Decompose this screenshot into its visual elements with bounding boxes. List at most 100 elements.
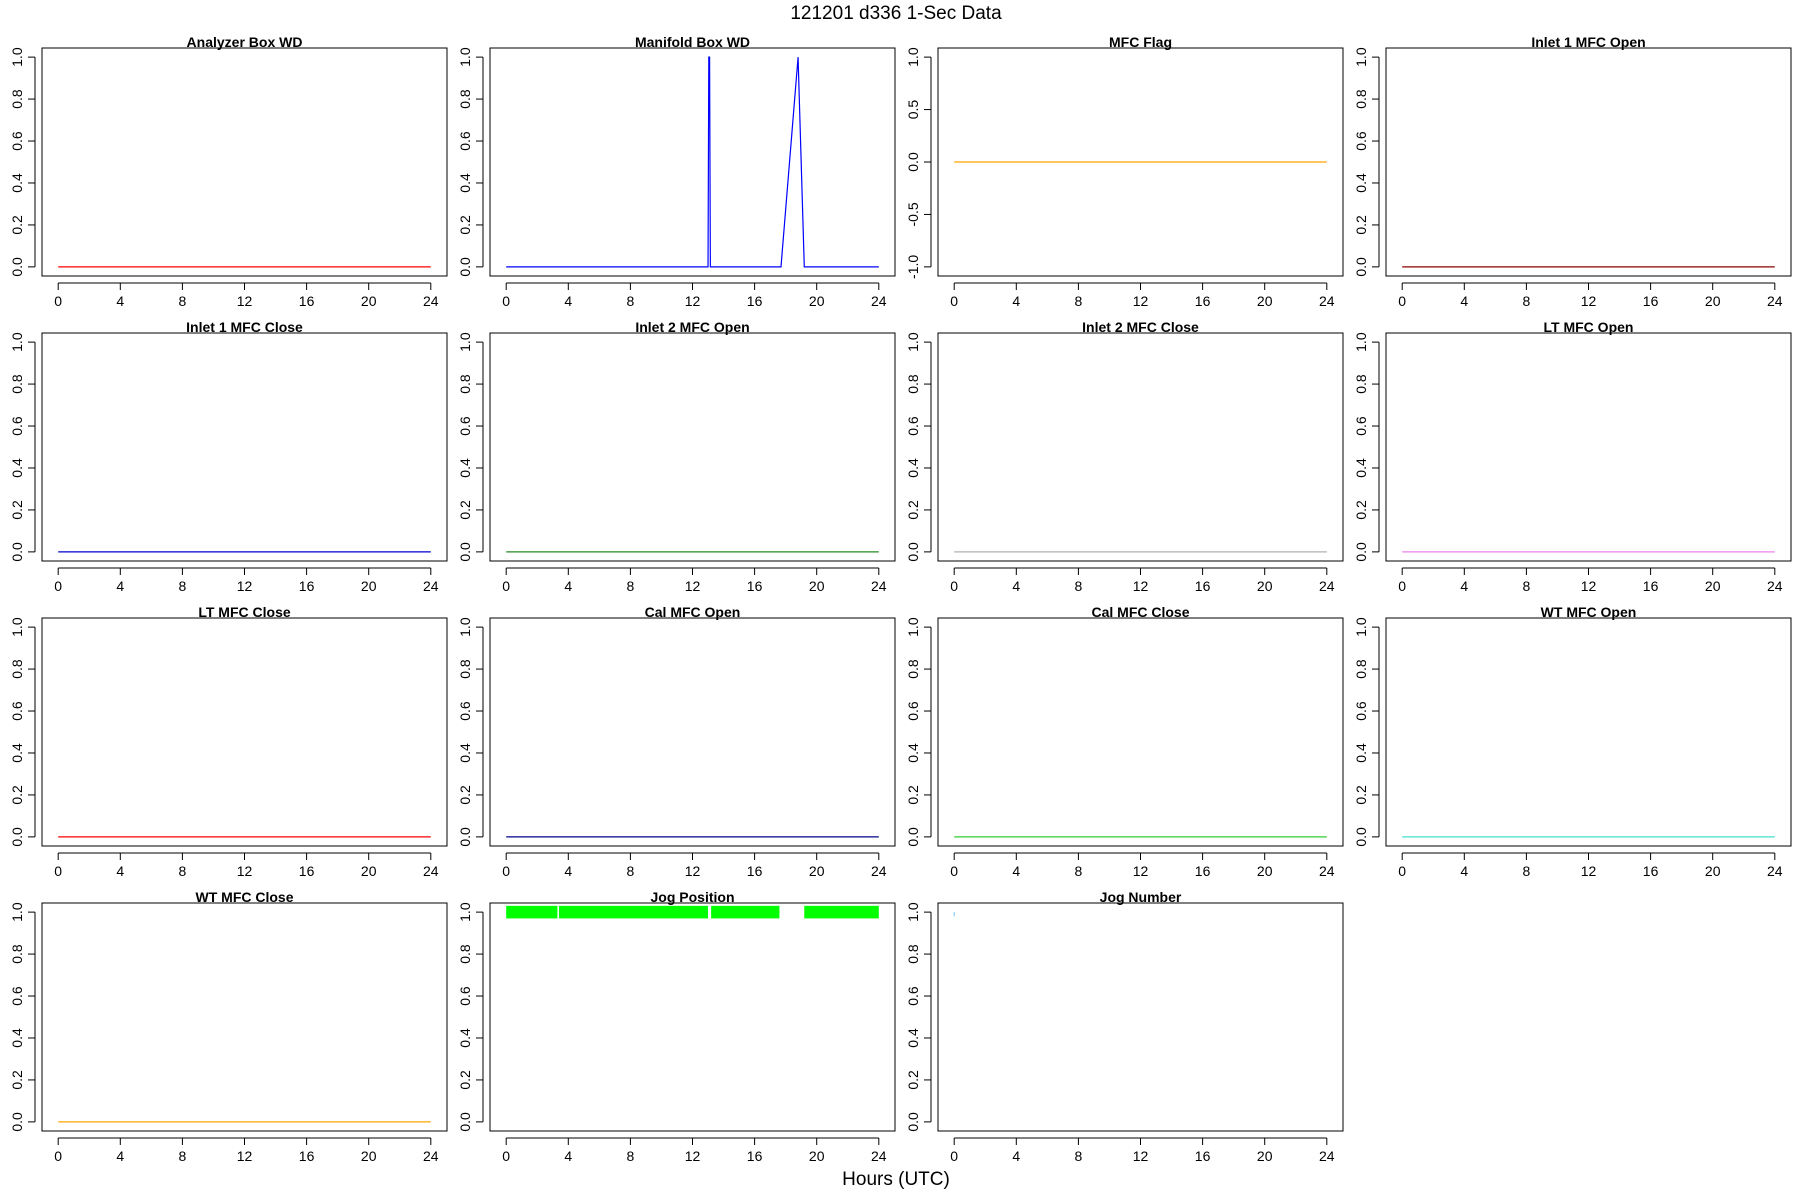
data-band-segment (804, 905, 879, 919)
y-tick-label: 1.0 (905, 617, 921, 637)
panel-title: LT MFC Close (198, 604, 291, 620)
x-tick-label: 24 (1319, 863, 1335, 879)
plot-frame (489, 902, 896, 1132)
y-tick-label: 1.0 (457, 47, 473, 67)
x-tick-label: 0 (1398, 578, 1406, 594)
y-tick-label: 1.0 (1353, 332, 1369, 352)
y-tick-label: 0.2 (457, 500, 473, 520)
plot-frame (489, 617, 896, 847)
x-tick-label: 16 (747, 863, 763, 879)
y-tick-label: 0.6 (457, 701, 473, 721)
panel-lt-mfc-close: LT MFC Close 0 4 8 12 16 20 24 0.0 0.2 0.4 0.6 0.8 1.… (9, 604, 448, 879)
x-tick-label: 8 (1523, 863, 1531, 879)
x-tick-label: 24 (871, 863, 887, 879)
x-tick-label: 0 (502, 1148, 510, 1164)
y-tick-label: 0.8 (905, 374, 921, 394)
x-tick-label: 16 (747, 1148, 763, 1164)
x-tick-label: 12 (1133, 293, 1149, 309)
y-tick-label: 0.6 (9, 131, 25, 151)
x-tick-label: 4 (564, 1148, 572, 1164)
x-tick-label: 24 (423, 578, 439, 594)
x-tick-label: 8 (179, 863, 187, 879)
data-line (506, 56, 879, 268)
x-tick-label: 4 (116, 578, 124, 594)
y-tick-label: 0.4 (905, 743, 921, 763)
y-tick-label: 0.0 (457, 1112, 473, 1132)
y-tick-label: 0.2 (9, 215, 25, 235)
x-tick-label: 0 (502, 578, 510, 594)
y-tick-label: 0.6 (9, 416, 25, 436)
x-tick-label: 20 (809, 578, 825, 594)
y-tick-label: 0.4 (905, 1028, 921, 1048)
x-tick-label: 0 (54, 578, 62, 594)
x-tick-label: 20 (1257, 578, 1273, 594)
y-tick-label: 1.0 (457, 902, 473, 922)
x-tick-label: 20 (1257, 293, 1273, 309)
x-tick-label: 20 (809, 293, 825, 309)
panel-jog-position: Jog Position 0 4 8 12 16 20 24 0.0 0.2 0.4 0.6 0.8 1.… (457, 889, 896, 1164)
panel-manifold-box-wd: Manifold Box WD 0 4 8 12 16 20 24 0.0 0.2 0.4 0.6 0.… (457, 34, 896, 309)
plot-frame (41, 47, 448, 277)
y-tick-label: 1.0 (9, 332, 25, 352)
plot-frame (937, 902, 1344, 1132)
y-tick-label: 0.2 (1353, 215, 1369, 235)
x-tick-label: 16 (299, 1148, 315, 1164)
y-tick-label: 0.8 (9, 89, 25, 109)
y-tick-label: 0.5 (905, 100, 921, 120)
plot-frame (1385, 47, 1792, 277)
panel-title: LT MFC Open (1544, 319, 1634, 335)
x-tick-label: 0 (502, 293, 510, 309)
panel-wt-mfc-close: WT MFC Close 0 4 8 12 16 20 24 0.0 0.2 0.4 0.6 0.8 1.… (9, 889, 448, 1164)
panel-inlet-1-mfc-close: Inlet 1 MFC Close 0 4 8 12 16 20 24 0.0 0.2 0.4 0.6… (9, 319, 448, 594)
plot-frame (1385, 617, 1792, 847)
x-tick-label: 0 (950, 578, 958, 594)
x-tick-label: 12 (1581, 578, 1597, 594)
x-tick-label: 16 (1195, 1148, 1211, 1164)
x-tick-label: 20 (809, 863, 825, 879)
x-tick-label: 8 (1075, 1148, 1083, 1164)
y-tick-label: 0.8 (9, 944, 25, 964)
y-tick-label: 0.8 (9, 659, 25, 679)
x-tick-label: 4 (564, 863, 572, 879)
y-tick-label: 0.6 (457, 986, 473, 1006)
x-tick-label: 16 (1643, 293, 1659, 309)
x-tick-label: 8 (627, 293, 635, 309)
x-tick-label: 16 (1195, 863, 1211, 879)
y-tick-label: 0.0 (905, 827, 921, 847)
y-tick-label: 1.0 (905, 332, 921, 352)
plot-frame (937, 617, 1344, 847)
x-tick-label: 24 (423, 1148, 439, 1164)
panel-title: Inlet 1 MFC Close (186, 319, 303, 335)
y-tick-label: 1.0 (1353, 617, 1369, 637)
x-tick-label: 4 (564, 578, 572, 594)
y-tick-label: 0.4 (9, 458, 25, 478)
panel-mfc-flag: MFC Flag 0 4 8 12 16 20 24 -1.0 -0.5 0.0 0.5 1.0 (905, 34, 1344, 309)
y-tick-label: 0.6 (457, 416, 473, 436)
plot-frame (937, 332, 1344, 562)
x-tick-label: 16 (1195, 578, 1211, 594)
y-tick-label: 0.8 (1353, 374, 1369, 394)
x-tick-label: 12 (237, 863, 253, 879)
plot-frame (41, 332, 448, 562)
y-tick-label: 0.6 (9, 701, 25, 721)
x-tick-label: 12 (237, 1148, 253, 1164)
x-tick-label: 16 (747, 578, 763, 594)
y-tick-label: 0.2 (9, 1070, 25, 1090)
x-tick-label: 20 (361, 578, 377, 594)
panel-grid: Analyzer Box WD 0 4 8 12 16 20 24 0.0 0.2 0.4 0.6 0.… (9, 34, 1792, 1164)
x-tick-label: 24 (1767, 863, 1783, 879)
y-tick-label: 0.6 (905, 416, 921, 436)
y-tick-label: 0.0 (905, 1112, 921, 1132)
y-tick-label: 0.0 (9, 542, 25, 562)
x-tick-label: 24 (423, 863, 439, 879)
y-tick-label: 0.8 (457, 89, 473, 109)
plot-frame (41, 902, 448, 1132)
y-tick-label: 0.4 (1353, 173, 1369, 193)
y-tick-label: 0.0 (9, 257, 25, 277)
x-tick-label: 4 (116, 1148, 124, 1164)
y-tick-label: 0.2 (457, 215, 473, 235)
x-tick-label: 20 (361, 1148, 377, 1164)
y-tick-label: 1.0 (457, 332, 473, 352)
x-tick-label: 20 (1705, 578, 1721, 594)
x-tick-label: 0 (54, 293, 62, 309)
